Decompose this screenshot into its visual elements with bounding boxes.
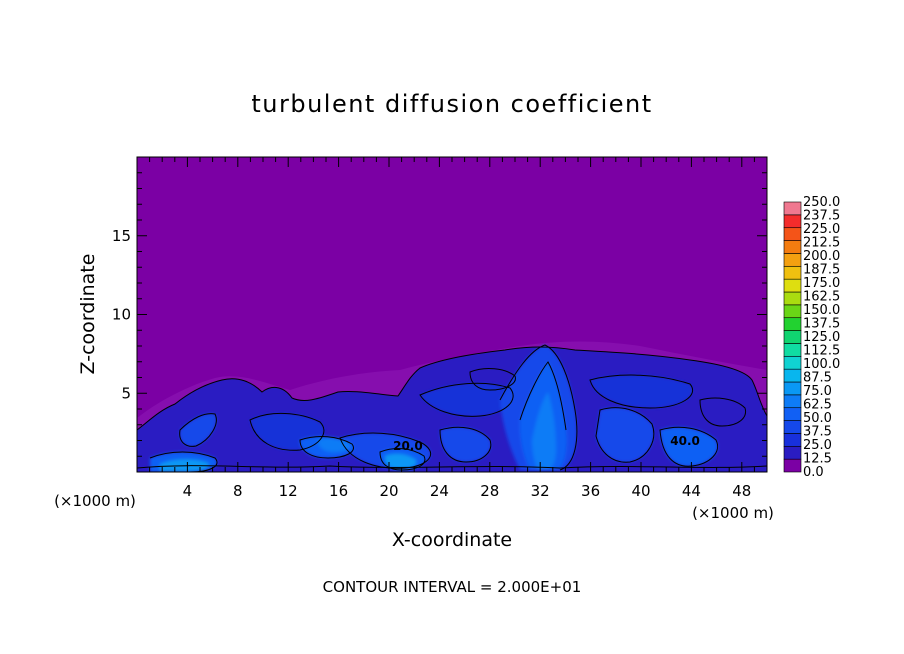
colorbar-swatch <box>783 433 802 447</box>
colorbar-label: 125.0 <box>803 330 840 345</box>
colorbar-swatch <box>783 330 802 344</box>
colorbar-label: 100.0 <box>803 357 840 372</box>
colorbar-swatch <box>783 278 802 293</box>
x-tick-label: 4 <box>183 482 193 500</box>
colorbar-label: 50.0 <box>803 411 832 426</box>
heatmap-field: 20.0 40.0 <box>137 157 767 472</box>
colorbar-label: 112.5 <box>803 344 840 359</box>
y-tick-label: 10 <box>112 306 131 324</box>
colorbar-swatch <box>783 355 802 370</box>
colorbar-swatch <box>783 407 802 421</box>
colorbar-swatch <box>783 214 802 229</box>
x-tick-label: 20 <box>379 482 398 500</box>
y-axis-label: Z-coordinate <box>77 254 99 375</box>
colorbar-swatch <box>783 317 802 331</box>
colorbar-label: 75.0 <box>803 384 832 399</box>
contour-label: 20.0 <box>393 439 423 453</box>
colorbar-label: 200.0 <box>803 249 840 264</box>
x-unit-right: (×1000 m) <box>692 504 774 522</box>
colorbar-label: 0.0 <box>803 465 824 480</box>
contour-label: 40.0 <box>670 434 700 448</box>
colorbar-swatch <box>783 445 802 460</box>
colorbar-swatch <box>783 304 802 319</box>
colorbar-label: 250.0 <box>803 195 840 210</box>
colorbar-swatch <box>783 201 802 216</box>
colorbar-label: 87.5 <box>803 371 832 386</box>
intensity-patches <box>150 345 718 472</box>
colorbar-label: 162.5 <box>803 290 840 305</box>
colorbar-swatch <box>783 458 802 473</box>
x-axis: 4 8 12 16 20 24 28 32 36 40 44 48 <box>149 157 755 500</box>
x-unit-left: (×1000 m) <box>54 492 136 510</box>
colorbar-swatch <box>783 253 802 267</box>
colorbar-label: 37.5 <box>803 425 832 440</box>
y-tick-label: 15 <box>112 227 131 245</box>
colorbar-swatch <box>783 381 802 396</box>
colorbar-label: 175.0 <box>803 276 840 291</box>
y-axis: 5 10 15 <box>112 172 767 457</box>
colorbar-swatch <box>783 420 802 434</box>
x-axis-label: X-coordinate <box>392 529 512 551</box>
colorbar-label: 187.5 <box>803 263 840 278</box>
x-tick-label: 36 <box>581 482 600 500</box>
colorbar-swatch <box>783 394 802 409</box>
colorbar-swatch <box>783 368 802 383</box>
contour-interval-footer: CONTOUR INTERVAL = 2.000E+01 <box>323 578 582 596</box>
colorbar-label: 237.5 <box>803 209 840 224</box>
x-tick-label: 44 <box>682 482 701 500</box>
colorbar-label: 225.0 <box>803 222 840 237</box>
chart-title: turbulent diffusion coefficient <box>251 90 652 118</box>
colorbar-swatch <box>783 291 802 306</box>
colorbar-swatch <box>783 240 802 254</box>
colorbar: 0.012.525.037.550.062.575.087.5100.0112.… <box>783 195 840 480</box>
x-tick-label: 32 <box>531 482 550 500</box>
x-tick-label: 40 <box>631 482 650 500</box>
colorbar-label: 12.5 <box>803 452 832 467</box>
y-tick-label: 5 <box>121 384 131 402</box>
x-tick-label: 12 <box>279 482 298 500</box>
colorbar-label: 150.0 <box>803 303 840 318</box>
x-tick-label: 48 <box>732 482 751 500</box>
contour-labels: 20.0 40.0 <box>393 434 700 453</box>
x-tick-label: 28 <box>480 482 499 500</box>
colorbar-swatch <box>783 265 802 280</box>
colorbar-swatch <box>783 227 802 241</box>
colorbar-label: 137.5 <box>803 317 840 332</box>
x-tick-label: 8 <box>233 482 243 500</box>
colorbar-label: 25.0 <box>803 438 832 453</box>
colorbar-label: 62.5 <box>803 398 832 413</box>
colorbar-label: 212.5 <box>803 236 840 251</box>
x-tick-label: 24 <box>430 482 449 500</box>
colorbar-swatch <box>783 343 802 357</box>
x-tick-label: 16 <box>329 482 348 500</box>
